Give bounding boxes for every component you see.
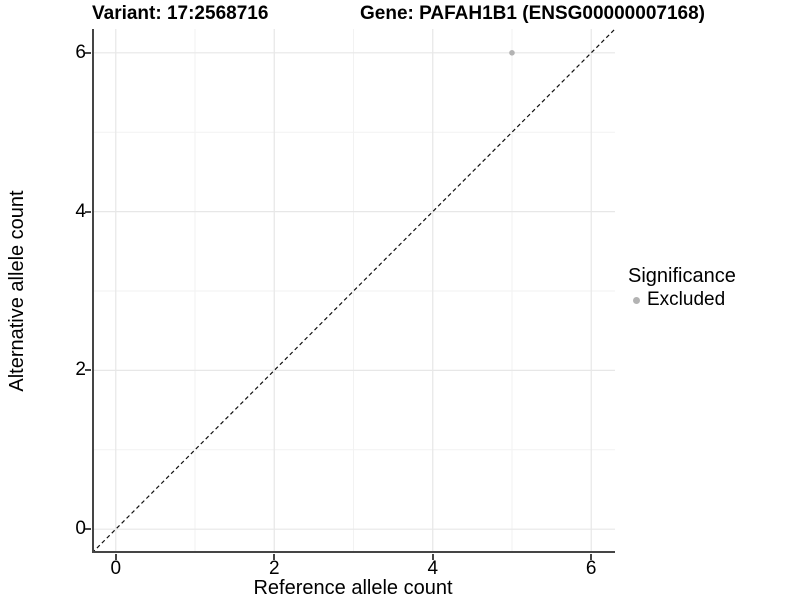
y-tick-label: 0 — [75, 518, 86, 540]
x-tick-mark — [273, 554, 276, 560]
plot-panel — [92, 29, 615, 553]
y-tick-mark — [85, 51, 91, 54]
y-tick-mark — [85, 369, 91, 372]
legend-key-dot-icon — [633, 296, 640, 304]
gene-title: Gene: PAFAH1B1 (ENSG00000007168) — [360, 3, 705, 24]
y-tick-label: 6 — [75, 41, 86, 63]
data-point — [509, 50, 515, 56]
x-tick-label: 4 — [427, 558, 439, 579]
y-tick-mark — [85, 528, 91, 531]
y-axis-title: Alternative allele count — [6, 190, 28, 392]
legend-title: Significance — [628, 265, 736, 287]
y-tick-label: 4 — [75, 200, 86, 222]
variant-title: Variant: 17:2568716 — [92, 3, 269, 24]
scatter-plot-svg — [92, 29, 615, 553]
legend: Significance Excluded — [628, 265, 736, 311]
x-tick-label: 6 — [585, 558, 597, 579]
identity-dashed-line — [92, 29, 615, 553]
x-tick-mark — [114, 554, 117, 560]
x-axis-title: Reference allele count — [253, 577, 453, 599]
y-tick-mark — [85, 210, 91, 213]
y-tick-label: 2 — [75, 359, 86, 381]
legend-item-label: Excluded — [647, 289, 726, 310]
x-tick-mark — [431, 554, 434, 560]
x-tick-mark — [590, 554, 593, 560]
legend-item-excluded: Excluded — [628, 289, 736, 311]
x-tick-label: 2 — [268, 558, 280, 579]
x-tick-label: 0 — [110, 558, 122, 579]
